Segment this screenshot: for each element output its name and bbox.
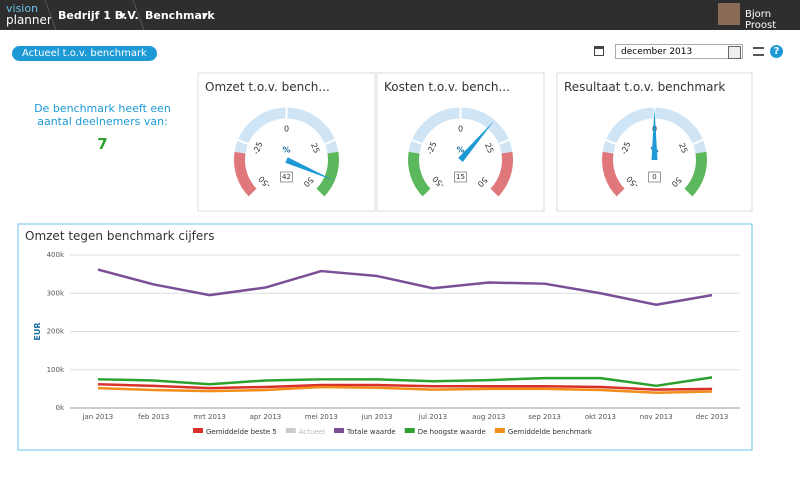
series-line — [97, 385, 713, 394]
gauge-tick — [489, 188, 499, 198]
gauge-tick — [237, 138, 249, 146]
legend-entry[interactable]: Totale waarde — [346, 428, 396, 436]
gauge-tick — [692, 138, 704, 146]
gauge-unit: % — [456, 146, 464, 155]
legend-swatch — [334, 428, 345, 433]
gauge-tick-label: 25 — [309, 142, 321, 155]
tab[interactable]: Actueel t.o.v. benchmark — [12, 46, 157, 61]
gauge-tick-label: 25 — [677, 142, 689, 155]
gauge-tick — [422, 188, 432, 198]
list-icon[interactable] — [753, 47, 764, 56]
participant-count: 7 — [97, 135, 108, 153]
legend-swatch — [404, 428, 415, 433]
gauge-value-box — [454, 171, 467, 183]
gauge-tick — [605, 138, 617, 146]
legend-swatch — [494, 428, 505, 433]
company-menu[interactable]: Bedrijf 1 B.V. — [58, 9, 139, 22]
gauge-unit: % — [282, 146, 290, 155]
gauge-needle — [458, 120, 495, 162]
gauge-value-box — [280, 171, 293, 183]
x-tick-label: jul 2013 — [418, 413, 447, 421]
legend-entry[interactable]: Actueel — [299, 428, 325, 436]
gauge-value: 0 — [652, 173, 656, 181]
x-tick-label: feb 2013 — [138, 413, 169, 421]
card — [376, 72, 545, 212]
card — [17, 223, 753, 451]
x-tick-label: mrt 2013 — [193, 413, 225, 421]
legend-entry[interactable]: Gemiddelde benchmark — [508, 428, 593, 436]
gauge-band — [408, 151, 432, 198]
logo[interactable]: vision — [6, 2, 39, 15]
gauge-tick-label: 0 — [284, 125, 289, 134]
series-line — [97, 383, 713, 391]
gauge-tick-label: 25 — [483, 142, 495, 155]
calendar-icon[interactable] — [594, 46, 604, 56]
y-tick-label: 400k — [47, 251, 65, 259]
series-line — [97, 376, 713, 388]
x-tick-label: nov 2013 — [640, 413, 673, 421]
info-text: De benchmark heeft een aantal deelnemers… — [34, 102, 171, 128]
gauge-band — [602, 151, 626, 198]
date-select[interactable]: december 2013 — [615, 44, 743, 59]
gauge-needle — [285, 157, 335, 181]
x-tick-label: okt 2013 — [585, 413, 616, 421]
x-tick-label: jun 2013 — [361, 413, 393, 421]
gauge-band — [234, 151, 258, 198]
gauge-tick — [248, 188, 258, 198]
card-title: Resultaat t.o.v. benchmark — [564, 80, 725, 94]
x-tick-label: mei 2013 — [305, 413, 338, 421]
avatar[interactable] — [718, 3, 740, 25]
x-tick-label: apr 2013 — [250, 413, 282, 421]
gauge-value: 15 — [456, 173, 465, 181]
gauge-band — [489, 151, 513, 198]
legend-swatch — [285, 428, 296, 433]
y-axis-label: EUR — [33, 322, 42, 340]
x-tick-label: jan 2013 — [82, 413, 114, 421]
gauge-value: 42 — [282, 173, 291, 181]
gauge-tick — [315, 188, 325, 198]
header: vision planner Bedrijf 1 B.V. ▾ Benchmar… — [0, 0, 800, 31]
legend-entry[interactable]: Gemiddelde beste 5 — [206, 428, 277, 436]
gauge-value-box — [648, 171, 661, 183]
gauge-tick-label: 0 — [458, 125, 463, 134]
help-button[interactable]: ? — [770, 45, 783, 58]
benchmark-menu[interactable]: Benchmark — [145, 9, 215, 22]
gauge-tick — [324, 138, 336, 146]
gauge-band — [315, 151, 339, 198]
gauge-band — [683, 151, 707, 198]
legend-entry[interactable]: De hoogste waarde — [418, 428, 486, 436]
card-title: Omzet t.o.v. bench... — [205, 80, 330, 94]
y-tick-label: 100k — [47, 366, 65, 374]
card — [197, 72, 376, 212]
user-menu[interactable]: Bjorn Proost — [745, 9, 777, 31]
x-tick-label: sep 2013 — [528, 413, 560, 421]
y-tick-label: 200k — [47, 328, 65, 336]
x-tick-label: dec 2013 — [696, 413, 729, 421]
card-title: Kosten t.o.v. bench... — [384, 80, 510, 94]
x-tick-label: aug 2013 — [472, 413, 505, 421]
y-tick-label: 300k — [47, 289, 65, 297]
gauge-needle — [651, 108, 658, 160]
logo[interactable]: planner — [6, 13, 52, 27]
series-line — [97, 268, 713, 306]
chart-title: Omzet tegen benchmark cijfers — [25, 229, 214, 243]
gauge-tick — [411, 138, 423, 146]
gauge-tick — [498, 138, 510, 146]
gauge-tick — [616, 188, 626, 198]
y-tick-label: 0k — [55, 404, 64, 412]
gauge-tick — [683, 188, 693, 198]
legend-swatch — [193, 428, 203, 433]
